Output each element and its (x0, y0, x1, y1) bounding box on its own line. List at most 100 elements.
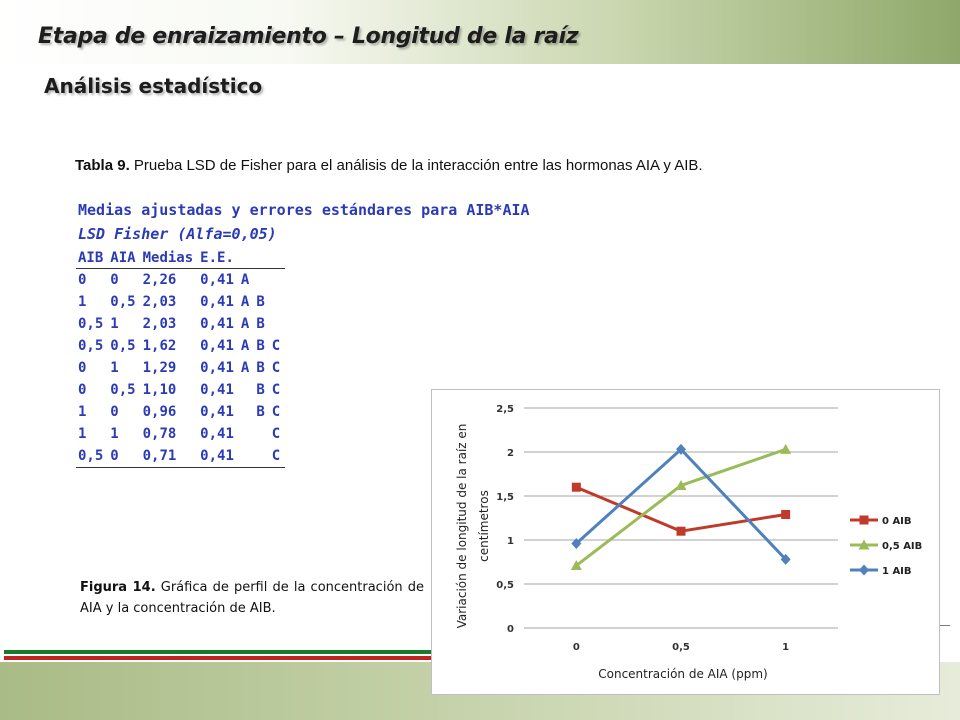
lsd-table-cell (270, 269, 285, 292)
footer-stripe-green (4, 650, 434, 654)
footer-stripe-red (4, 656, 434, 660)
lsd-table-cell: 0,41 (200, 294, 234, 310)
lsd-table-cell (254, 269, 269, 292)
lsd-col-header (269, 248, 286, 269)
lsd-table-cell: 0,5 (110, 382, 136, 398)
figure-caption-label: Figura 14. (80, 580, 156, 595)
lsd-table-cell: 0,5 (76, 445, 109, 468)
lsd-table-cell: 0,78 (142, 426, 177, 442)
figure-caption: Figura 14. Gráfica de perfil de la conce… (80, 577, 424, 619)
lsd-table-cell: 0,41 (200, 316, 234, 332)
lsd-table-cell: 0 (110, 404, 119, 420)
lsd-table-cell: 0,41 (200, 360, 234, 376)
lsd-table-row: 0,5 0 0,71 0,41 C (76, 445, 286, 468)
data-point-0 (676, 526, 686, 536)
lsd-table-cell: 1,29 (142, 360, 177, 376)
x-tick-label: 0,5 (672, 642, 690, 653)
lsd-table-cell: B (256, 404, 265, 420)
y-tick-label: 1 (507, 536, 514, 547)
lsd-table-cell: C (271, 338, 281, 354)
table-caption: Tabla 9. Prueba LSD de Fisher para el an… (75, 155, 715, 176)
lsd-table-cell: C (271, 360, 281, 376)
lsd-table-cell (239, 401, 254, 423)
lsd-table-cell: 1,62 (142, 338, 177, 354)
lsd-table-row: 1 0 0,96 0,41 B C (76, 401, 285, 423)
lsd-table-cell: 0 (108, 445, 141, 468)
lsd-table-method: LSD Fisher (Alfa=0,05) (78, 225, 277, 243)
lsd-table-cell: C (269, 445, 286, 468)
data-point-2 (676, 443, 686, 455)
lsd-table-cell: B (256, 294, 265, 310)
data-point-0 (571, 482, 581, 492)
lsd-table-row: 0,5 0,5 1,62 0,41 A B C (76, 335, 285, 357)
data-point-2 (571, 538, 582, 550)
lsd-table-row: 1 0,5 2,03 0,41 A B (76, 291, 285, 313)
lsd-table-cell: 0 (78, 272, 87, 288)
lsd-col-header: AIB (76, 248, 109, 269)
lsd-table-cell (238, 445, 255, 468)
lsd-col-header: Medias (140, 248, 199, 269)
lsd-table-cell: B (256, 316, 265, 332)
data-point-0 (781, 509, 791, 519)
lsd-table-cell: 0,5 (110, 294, 136, 310)
lsd-table-cell: C (271, 404, 281, 420)
lsd-table-row: 0 0 2,26 0,41 A (76, 269, 285, 292)
lsd-table-cell: 2,26 (142, 272, 177, 288)
y-axis-title: Variación de longitud de la raíz en (455, 424, 469, 629)
lsd-table-row: 0 0,5 1,10 0,41 B C (76, 379, 285, 401)
table-caption-text: Prueba LSD de Fisher para el análisis de… (129, 157, 703, 174)
lsd-col-header (238, 248, 255, 269)
lsd-table-cell: A (240, 294, 250, 310)
lsd-table-cell: 2,03 (142, 316, 177, 332)
legend-marker-0 (859, 515, 869, 525)
lsd-table-cell: B (256, 338, 265, 354)
lsd-table-cell: C (271, 382, 281, 398)
lsd-table-cell: 0,41 (200, 404, 234, 420)
lsd-table-cell: 0,5 (110, 338, 136, 354)
footer-stripe-white (4, 654, 434, 656)
profile-chart: 0 0,5 1 1,5 2 2,5 0 0,5 1 Concentración de AIA (p… (431, 389, 940, 695)
lsd-col-header: AIA (108, 248, 141, 269)
lsd-table-cell: 0,5 (78, 316, 104, 332)
y-tick-label: 2 (507, 448, 514, 459)
lsd-table-cell: 1 (78, 426, 87, 442)
table-caption-label: Tabla 9. (75, 157, 130, 174)
lsd-table-cell (254, 423, 269, 445)
data-point-1 (675, 479, 687, 490)
data-point-1 (570, 560, 582, 571)
x-tick-label: 0 (573, 642, 580, 653)
lsd-table-cell: 0,41 (200, 272, 234, 288)
lsd-table-cell: 0,41 (200, 382, 234, 398)
lsd-table-heading: Medias ajustadas y errores estándares pa… (78, 201, 530, 219)
legend-marker-1 (858, 539, 870, 550)
lsd-table-row: 0,5 1 2,03 0,41 A B (76, 313, 285, 335)
x-axis-title: Concentración de AIA (ppm) (598, 667, 767, 681)
lsd-table-cell: 0,96 (142, 404, 177, 420)
lsd-table-cell: B (256, 360, 265, 376)
lsd-table-cell: 0 (78, 382, 87, 398)
lsd-table-cell: 0,71 (140, 445, 199, 468)
slide-title: Etapa de enraizamiento – Longitud de la … (38, 24, 579, 49)
lsd-table-row: 0 1 1,29 0,41 A B C (76, 357, 285, 379)
lsd-table-cell: 1 (78, 294, 87, 310)
lsd-table-cell (270, 313, 285, 335)
lsd-table-cell: A (240, 316, 250, 332)
lsd-col-header (254, 248, 270, 269)
y-tick-label: 1,5 (496, 492, 514, 503)
series-line-1 (575, 447, 787, 567)
y-axis-title: centímetros (477, 490, 491, 562)
data-point-2 (780, 553, 791, 565)
lsd-table-cell: 1 (110, 360, 119, 376)
lsd-table-header-row: AIB AIA Medias E.E. (76, 248, 286, 269)
y-tick-label: 0 (507, 624, 514, 635)
lsd-table-cell: C (271, 426, 281, 442)
legend-marker-2 (859, 564, 869, 576)
lsd-table-row: 1 1 0,78 0,41 C (76, 423, 285, 445)
lsd-table-cell: 0 (78, 360, 87, 376)
lsd-table-cell: 0 (110, 272, 119, 288)
lsd-table-cell: 1 (110, 426, 119, 442)
lsd-table-cell: 1 (78, 404, 87, 420)
data-point-1 (780, 443, 792, 454)
footer-divider (936, 625, 950, 626)
legend-label: 1 AIB (882, 566, 912, 577)
